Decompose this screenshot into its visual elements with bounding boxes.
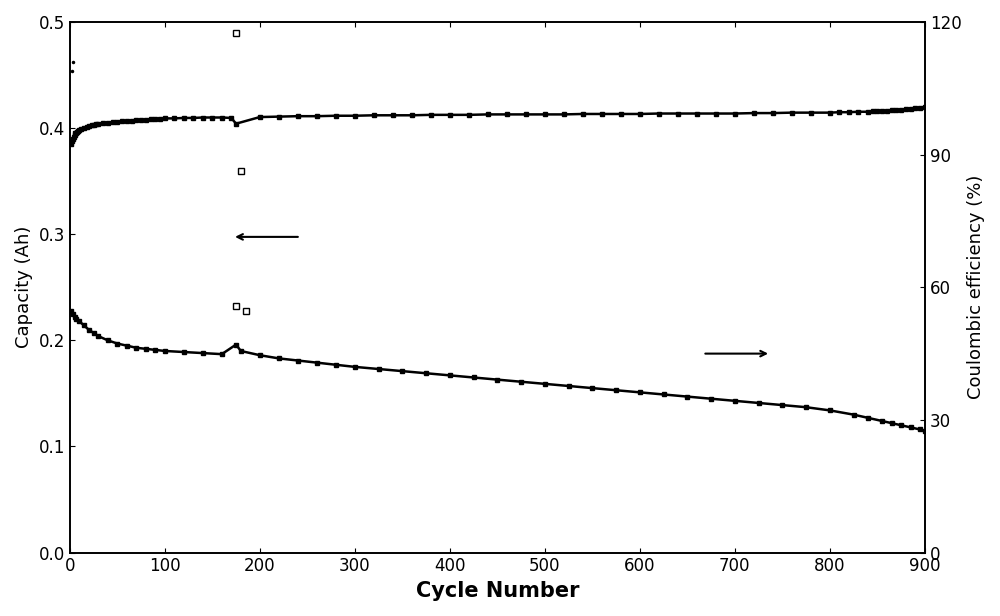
Y-axis label: Coulombic efficiency (%): Coulombic efficiency (%) — [967, 175, 985, 400]
X-axis label: Cycle Number: Cycle Number — [416, 581, 579, 601]
Y-axis label: Capacity (Ah): Capacity (Ah) — [15, 226, 33, 349]
